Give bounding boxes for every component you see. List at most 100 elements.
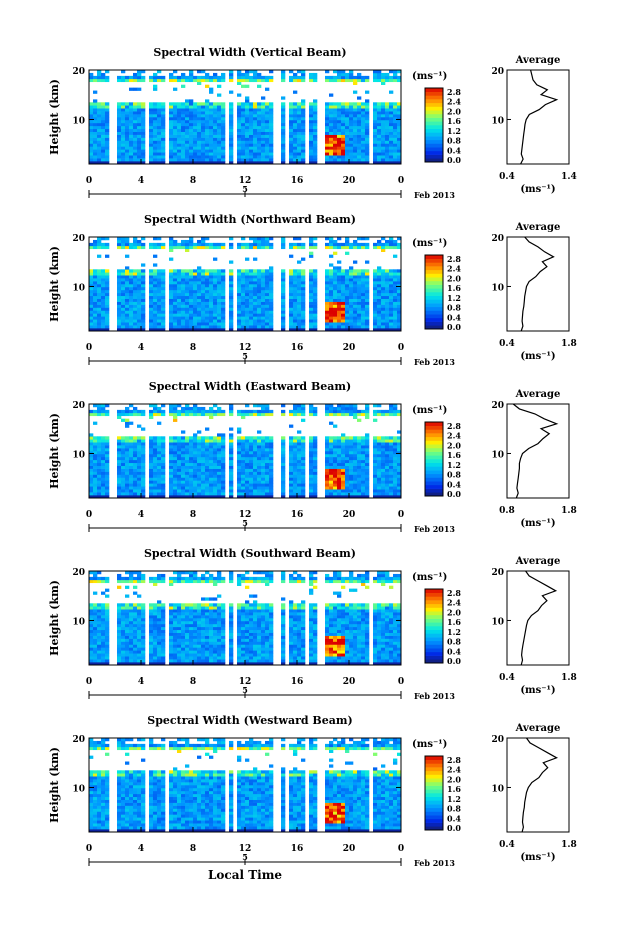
heatmap-cell <box>221 448 226 452</box>
heatmap-cell <box>97 155 102 159</box>
heatmap-cell <box>105 149 110 153</box>
heatmap-cell <box>201 114 206 118</box>
heatmap-cell <box>221 298 226 302</box>
heatmap-cell <box>241 445 246 449</box>
heatmap-cell <box>313 269 318 273</box>
heatmap-cell <box>153 108 158 112</box>
heatmap-cell <box>129 289 134 294</box>
heatmap-cell <box>193 105 198 109</box>
heatmap-cell <box>89 122 94 127</box>
heatmap-cell <box>249 78 254 83</box>
heatmap-cell <box>301 477 306 481</box>
heatmap-cell <box>129 404 134 408</box>
heatmap-cell <box>177 272 182 276</box>
heatmap-cell <box>261 325 266 329</box>
heatmap-cell <box>393 158 398 162</box>
heatmap-cell <box>137 161 142 165</box>
heatmap-cell <box>361 448 366 452</box>
heatmap-cell <box>245 105 250 109</box>
heatmap-cell <box>117 134 122 138</box>
heatmap-cell <box>257 495 262 499</box>
heatmap-cell <box>229 301 234 305</box>
heatmap-cell <box>241 295 246 299</box>
heatmap-cell <box>297 436 302 440</box>
heatmap-cell <box>213 149 218 153</box>
heatmap-cell <box>253 117 258 121</box>
colorbar-band <box>425 258 443 263</box>
heatmap-cell <box>193 495 198 499</box>
heatmap-cell <box>209 295 214 299</box>
heatmap-cell <box>105 462 110 466</box>
heatmap-cell <box>245 137 250 141</box>
heatmap-cell <box>393 140 398 144</box>
heatmap-cell <box>377 75 382 80</box>
heatmap-cell <box>325 122 330 127</box>
colorbar-tick-label: 2.0 <box>447 440 461 450</box>
heatmap-cell <box>281 149 286 153</box>
heatmap-cell <box>253 161 258 165</box>
heatmap-cell <box>253 471 258 475</box>
heatmap-cell <box>213 75 218 80</box>
heatmap-cell <box>117 275 122 279</box>
heatmap-cell <box>213 468 218 472</box>
heatmap-cell <box>385 143 390 147</box>
heatmap-cell <box>93 278 98 282</box>
heatmap-cell <box>249 492 254 496</box>
heatmap-cell <box>301 404 306 408</box>
heatmap-cell <box>345 310 350 314</box>
heatmap-cell <box>217 480 222 484</box>
heatmap-cell <box>265 304 270 308</box>
heatmap-cell <box>141 146 146 150</box>
heatmap-cell <box>373 292 378 297</box>
heatmap-cell <box>345 122 350 127</box>
heatmap-cell <box>185 155 190 159</box>
heatmap-cell <box>201 453 206 458</box>
heatmap-cell <box>269 319 274 323</box>
heatmap-cell <box>265 462 270 466</box>
heatmap-cell <box>361 128 366 132</box>
heatmap-cell <box>357 486 362 490</box>
heatmap-cell <box>245 161 250 165</box>
heatmap-cell <box>249 111 254 115</box>
heatmap-cell <box>105 451 110 455</box>
heatmap-cell <box>121 137 126 141</box>
heatmap-cell <box>125 489 130 493</box>
heatmap-cell <box>341 108 346 112</box>
heatmap-cell <box>313 272 318 276</box>
heatmap-cell <box>205 72 210 77</box>
heatmap-cell <box>177 108 182 112</box>
heatmap-cell <box>137 143 142 147</box>
heatmap-cell <box>97 468 102 472</box>
heatmap-cell <box>257 471 262 475</box>
heatmap-cell <box>293 161 298 165</box>
heatmap-cell <box>105 459 110 464</box>
heatmap-cell <box>213 459 218 464</box>
heatmap-cell <box>193 451 198 455</box>
heatmap-cell <box>397 409 402 414</box>
heatmap-cell <box>157 269 162 273</box>
heatmap-cell <box>125 474 130 478</box>
heatmap-cell <box>101 301 106 305</box>
heatmap-cell <box>385 128 390 132</box>
heatmap-cell <box>205 304 210 308</box>
heatmap-cell <box>129 275 134 279</box>
heatmap-cell <box>129 78 134 83</box>
heatmap-cell <box>185 404 190 408</box>
heatmap-cell <box>253 477 258 481</box>
heatmap-cell <box>265 149 270 153</box>
heatmap-cell <box>193 409 198 414</box>
heatmap-cell <box>245 146 250 150</box>
heatmap-cell <box>141 128 146 132</box>
heatmap-cell <box>341 284 346 288</box>
heatmap-cell <box>97 140 102 144</box>
heatmap-cell <box>197 75 202 80</box>
heatmap-cell <box>261 108 266 112</box>
heatmap-cell <box>377 108 382 112</box>
heatmap-cell <box>125 298 130 302</box>
heatmap-cell <box>373 70 378 74</box>
heatmap-cell <box>237 75 242 80</box>
heatmap-cell <box>245 462 250 466</box>
heatmap-cell <box>237 289 242 294</box>
heatmap-cell <box>89 328 94 332</box>
heatmap-cell <box>345 239 350 244</box>
